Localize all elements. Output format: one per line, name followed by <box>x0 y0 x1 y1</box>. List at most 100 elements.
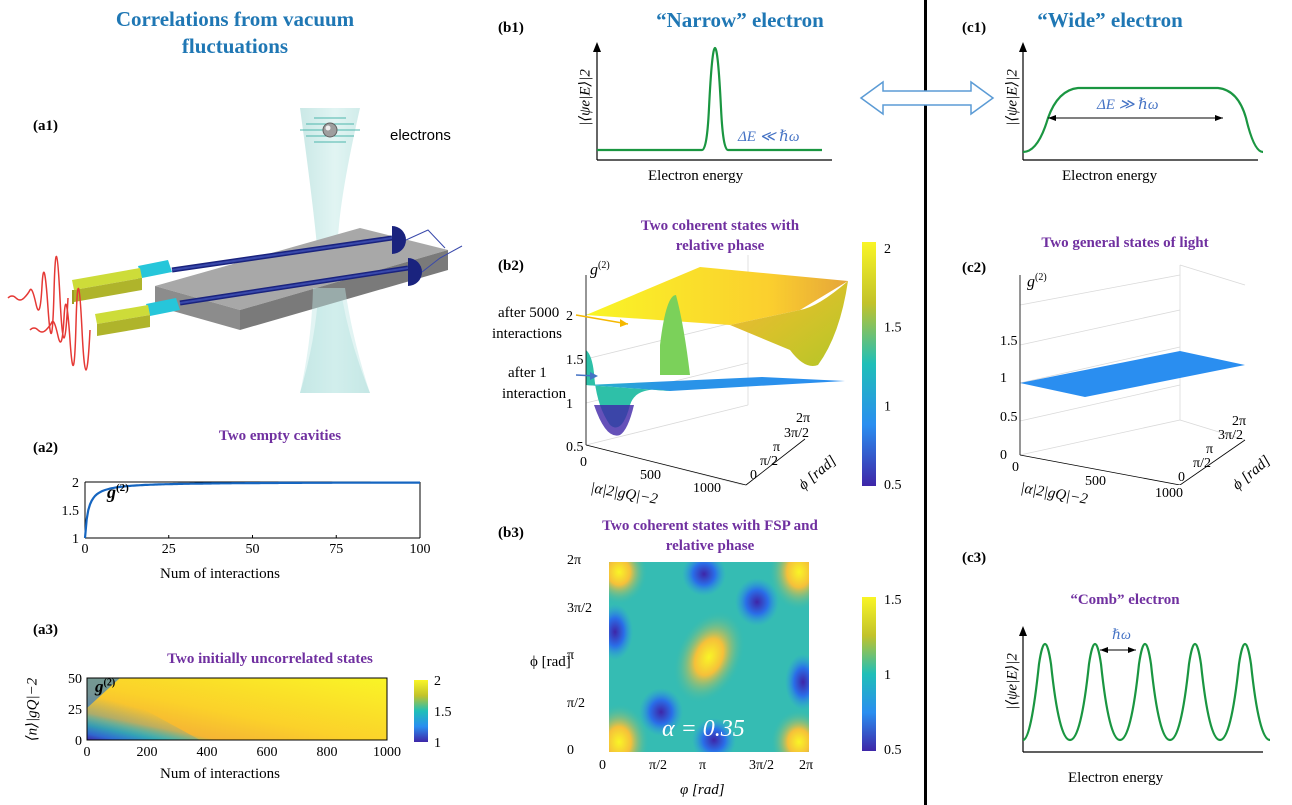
a3-title: Two initially uncorrelated states <box>167 651 373 667</box>
column-a-title: Correlations from vacuum fluctuations <box>115 7 355 58</box>
c1-note: ΔE ≫ ℏω <box>1097 97 1159 113</box>
b1-narrow-peak <box>597 46 822 152</box>
b2-annot-1-line1: after 1 <box>508 365 547 381</box>
b2-cbar-tick: 2 <box>884 242 891 257</box>
b2-cbar-tick: 1 <box>884 399 891 414</box>
c2-title: Two general states of light <box>1041 235 1209 251</box>
b2-title-line1: Two coherent states with <box>640 218 800 234</box>
c2-phi-axis <box>1179 439 1246 485</box>
b3-ytick: 3π/2 <box>567 600 592 616</box>
b3-xtick: π/2 <box>649 758 667 773</box>
c2-ztick: 1.5 <box>1000 334 1018 349</box>
c2-xtick: 0 <box>1012 460 1019 475</box>
b3-cbar-tick: 0.5 <box>884 743 902 755</box>
b3-xtick: 3π/2 <box>749 758 774 773</box>
b2-xtick: 1000 <box>693 481 721 496</box>
a3-xtick: 600 <box>257 745 278 760</box>
electron-pulse <box>300 117 360 143</box>
b1-plot <box>593 42 832 161</box>
b3-ytick: π/2 <box>567 695 585 711</box>
b3-cbar-tick: 1.5 <box>884 595 902 608</box>
rod-top <box>72 268 142 290</box>
c3-xlabel: Electron energy <box>1068 770 1164 786</box>
a2-ytick: 1.5 <box>62 504 80 519</box>
b2-xtick: 500 <box>640 468 661 483</box>
a3-xtick: 200 <box>137 745 158 760</box>
a2-xtick: 100 <box>410 542 431 557</box>
b2-ztick: 1 <box>566 397 573 412</box>
b2-cbar-tick: 0.5 <box>884 478 902 490</box>
b2-ztick: 0.5 <box>566 440 584 455</box>
a2-g2-curve <box>83 481 420 539</box>
a2-xlabel: Num of interactions <box>160 566 280 582</box>
c1-ylabel: |⟨ψe|E⟩|2 <box>1004 69 1021 126</box>
panel-label-b3: (b3) <box>498 525 524 541</box>
a2-xtick: 25 <box>162 542 176 557</box>
c2-phitick: 0 <box>1178 470 1185 485</box>
b3-heatmap <box>609 562 809 752</box>
b3-xtick: π <box>699 758 707 773</box>
c1-wide-peak <box>1022 86 1264 154</box>
cavity-illustration <box>7 108 463 393</box>
b2-annot-5000-line2: interactions <box>492 326 562 342</box>
b2-phitick: π/2 <box>760 454 778 469</box>
panel-label-b1: (b1) <box>498 20 524 36</box>
a3-series-label: g(2) <box>95 677 116 696</box>
b3-ytick: π <box>567 648 575 663</box>
c2-plot <box>1019 264 1246 485</box>
c2-phitick: π <box>1206 442 1214 457</box>
c2-ztick: 0 <box>1000 448 1007 463</box>
c2-phitick: 2π <box>1232 414 1247 429</box>
pulse-bottom <box>29 287 91 371</box>
c2-x-axis <box>1019 454 1181 485</box>
b2-surface-5000-interactions <box>586 267 848 325</box>
c3-comb-curve <box>1022 642 1271 742</box>
c2-phitick: π/2 <box>1193 456 1211 471</box>
b2-zlabel: g(2) <box>590 260 610 279</box>
a3-colorbar: 11.52 <box>414 675 452 751</box>
c1-plot <box>1019 42 1264 161</box>
b2-annot-5000-line1: after 5000 <box>498 305 560 321</box>
panel-label-c2: (c2) <box>962 260 987 276</box>
b3-xlabel: φ [rad] <box>680 782 725 798</box>
b2-phi-axis <box>745 438 806 486</box>
b3-xtick: 2π <box>799 758 814 773</box>
b3-xtick: 0 <box>599 758 606 773</box>
b3-colorbar: 0.5 1 1.5 <box>862 595 902 755</box>
a3-cbar-tick: 1.5 <box>434 705 452 720</box>
detector-top <box>392 226 406 254</box>
b2-phitick: 2π <box>796 411 811 426</box>
panel-label-b2: (b2) <box>498 258 524 274</box>
column-b-title: “Narrow” electron <box>656 8 824 32</box>
chip-front <box>155 286 240 330</box>
a2-xtick: 0 <box>82 542 89 557</box>
b1-ylabel: |⟨ψe|E⟩|2 <box>577 69 594 126</box>
chip-top <box>155 228 448 310</box>
a3-plot: 0 200 400 600 800 1000 0 25 50 <box>68 672 401 760</box>
electrons-label: electrons <box>390 127 451 144</box>
panel-label-a2: (a2) <box>33 440 58 456</box>
b3-title-line2: relative phase <box>665 538 755 554</box>
b3-alpha-label: α = 0.35 <box>662 716 745 742</box>
a3-xtick: 400 <box>197 745 218 760</box>
panel-label-c3: (c3) <box>962 550 987 566</box>
b3-ytick: 0 <box>567 743 574 758</box>
coupler-top <box>138 260 172 278</box>
c3-title: “Comb” electron <box>1070 592 1180 608</box>
b1-note: ΔE ≪ ℏω <box>738 129 800 145</box>
b2-colorbar: 0.5 1 1.5 2 <box>862 242 902 490</box>
pulse-top <box>7 255 69 339</box>
a2-xtick: 75 <box>329 542 343 557</box>
c2-zlabel: g(2) <box>1027 272 1047 291</box>
a3-cbar-tick: 1 <box>434 736 441 751</box>
a3-xtick: 0 <box>84 745 91 760</box>
b2-plot <box>585 255 848 486</box>
detector-bottom <box>408 258 422 286</box>
b2-annotation-arrows <box>575 314 629 380</box>
b3-title-line1: Two coherent states with FSP and <box>602 518 818 534</box>
c1-xlabel: Electron energy <box>1062 168 1158 184</box>
b2-phitick: 3π/2 <box>784 426 809 441</box>
a2-title: Two empty cavities <box>218 428 342 444</box>
b2-title-line2: relative phase <box>675 238 765 254</box>
c2-xtick: 500 <box>1085 474 1106 489</box>
